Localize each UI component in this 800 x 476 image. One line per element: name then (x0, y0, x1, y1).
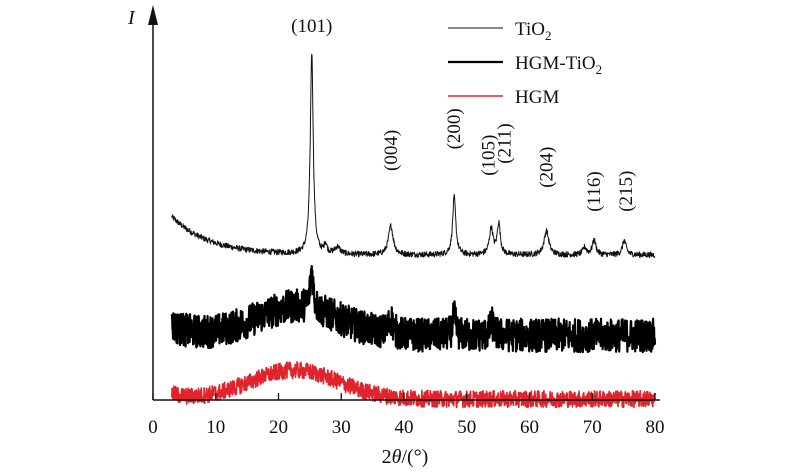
y-axis-title: I (127, 7, 136, 29)
peak-labels: (101) (004) (200) (105)(211) (204) (116) (215) (291, 16, 637, 212)
x-tick-label: 60 (520, 417, 539, 438)
series-line-0 (171, 53, 656, 259)
peak-label: (116) (584, 171, 605, 211)
y-axis-arrow (148, 5, 158, 25)
peak-label: (101) (291, 16, 332, 37)
peak-label: (004) (381, 130, 402, 171)
x-tick-label: 0 (148, 417, 158, 438)
legend-label: HGM-TiO2 (515, 53, 602, 77)
x-tick-label: 10 (206, 417, 225, 438)
legend-label: HGM (515, 87, 559, 108)
x-tick-label: 30 (332, 417, 351, 438)
peak-label-group: (211) (494, 123, 515, 163)
x-tick-label: 20 (269, 417, 288, 438)
legend-label: TiO2 (515, 19, 551, 43)
peak-label: (211) (494, 123, 515, 163)
x-tick-label: 80 (646, 417, 665, 438)
legend: TiO2 HGM-TiO2 HGM (448, 19, 602, 108)
peak-label: (200) (444, 108, 465, 149)
peak-label-group: (004) (381, 130, 402, 171)
series-layer (170, 53, 657, 409)
peak-label: (204) (536, 147, 557, 188)
x-tick-label: 50 (457, 417, 476, 438)
x-axis-title-prefix: 2 (382, 446, 392, 468)
peak-label-group: (105) (479, 135, 500, 176)
peak-label-group: (215) (616, 171, 637, 212)
x-axis-title-theta: θ (392, 446, 402, 468)
peak-label-group: (200) (444, 108, 465, 149)
series-line-2 (171, 361, 656, 409)
peak-label: (105) (479, 135, 500, 176)
x-axis-title-suffix: /(°) (401, 446, 428, 468)
x-axis-title: 2θ/(°) (382, 446, 429, 468)
x-tick-label: 40 (395, 417, 414, 438)
peak-label: (215) (616, 171, 637, 212)
x-ticks: 0 10 20 30 40 50 60 70 80 (148, 393, 665, 438)
peak-label-group: (116) (584, 171, 605, 211)
series-line-1 (170, 265, 657, 354)
peak-label-group: (204) (536, 147, 557, 188)
x-tick-label: 70 (583, 417, 602, 438)
